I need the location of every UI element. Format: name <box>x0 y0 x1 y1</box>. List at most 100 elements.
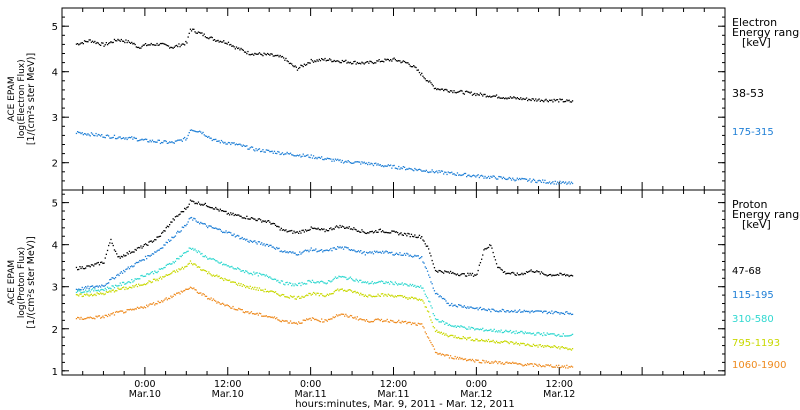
data-point <box>102 136 104 138</box>
data-point <box>139 307 141 309</box>
data-point <box>233 142 235 144</box>
data-point <box>303 231 305 233</box>
data-point <box>152 141 155 143</box>
data-point <box>308 292 310 295</box>
data-point <box>301 281 303 284</box>
data-point <box>210 225 212 227</box>
data-point <box>388 165 391 167</box>
data-point <box>228 231 231 233</box>
data-point <box>174 216 177 218</box>
data-point <box>215 206 217 209</box>
data-point <box>96 316 98 318</box>
data-point <box>567 312 569 314</box>
data-point <box>272 278 274 281</box>
data-point <box>239 49 241 51</box>
data-point <box>105 314 107 317</box>
data-point <box>536 344 538 346</box>
data-point <box>150 271 152 274</box>
data-point <box>391 60 393 62</box>
data-point <box>469 272 471 275</box>
y-tick-label: 4 <box>52 68 58 79</box>
data-point <box>516 311 518 313</box>
data-point <box>235 46 238 48</box>
data-point <box>529 270 531 272</box>
data-point <box>141 259 143 261</box>
data-point <box>196 131 198 133</box>
data-point <box>109 137 111 139</box>
data-point <box>180 139 182 141</box>
data-point <box>548 274 551 276</box>
data-point <box>408 233 410 235</box>
data-point <box>491 176 493 178</box>
data-point <box>559 313 561 315</box>
data-point <box>394 58 396 61</box>
data-point <box>395 60 398 62</box>
data-point <box>401 282 403 284</box>
data-point <box>101 42 103 44</box>
data-point <box>317 60 319 62</box>
data-point <box>185 288 187 290</box>
data-point <box>383 252 385 254</box>
data-point <box>338 275 340 277</box>
data-point <box>295 284 297 286</box>
data-point <box>79 288 81 291</box>
data-point <box>184 44 186 46</box>
data-point <box>192 28 194 30</box>
data-point <box>322 58 324 61</box>
data-point <box>550 364 552 366</box>
data-point <box>296 296 299 298</box>
data-point <box>451 357 453 359</box>
data-point <box>365 162 368 164</box>
data-point <box>123 40 125 42</box>
data-point <box>391 230 393 232</box>
data-point <box>409 236 411 238</box>
data-point <box>100 289 102 291</box>
data-point <box>158 249 160 251</box>
data-point <box>553 333 555 335</box>
data-point <box>447 336 449 338</box>
data-point <box>247 218 249 220</box>
data-point <box>273 316 276 318</box>
data-point <box>542 345 544 347</box>
data-point <box>316 281 318 283</box>
data-point <box>507 341 509 344</box>
data-point <box>449 334 452 337</box>
data-point <box>426 171 429 173</box>
data-point <box>138 140 140 142</box>
data-point <box>83 293 86 296</box>
data-point <box>182 290 185 292</box>
data-point <box>211 275 213 277</box>
data-point <box>162 42 164 45</box>
data-point <box>125 286 127 289</box>
data-point <box>280 321 282 323</box>
data-point <box>203 269 205 271</box>
data-point <box>375 230 377 232</box>
data-point <box>281 55 284 58</box>
data-point <box>95 289 97 292</box>
data-point <box>298 295 300 298</box>
data-point <box>410 285 413 287</box>
data-point <box>192 264 194 266</box>
data-point <box>278 56 280 58</box>
data-point <box>532 271 535 273</box>
data-point <box>485 96 487 98</box>
data-point <box>207 205 209 208</box>
data-point <box>528 344 530 346</box>
data-point <box>266 149 269 151</box>
data-point <box>102 262 104 264</box>
data-point <box>278 151 280 153</box>
data-point <box>193 201 195 203</box>
data-point <box>474 92 476 95</box>
data-point <box>291 63 293 65</box>
data-point <box>176 44 178 47</box>
data-point <box>342 60 345 63</box>
data-point <box>233 308 235 310</box>
data-point <box>369 231 371 233</box>
data-point <box>375 282 377 284</box>
data-point <box>117 38 119 41</box>
data-point <box>291 322 293 324</box>
data-point <box>383 320 385 322</box>
data-point <box>195 131 197 133</box>
data-point <box>234 144 236 146</box>
data-point <box>562 333 564 335</box>
